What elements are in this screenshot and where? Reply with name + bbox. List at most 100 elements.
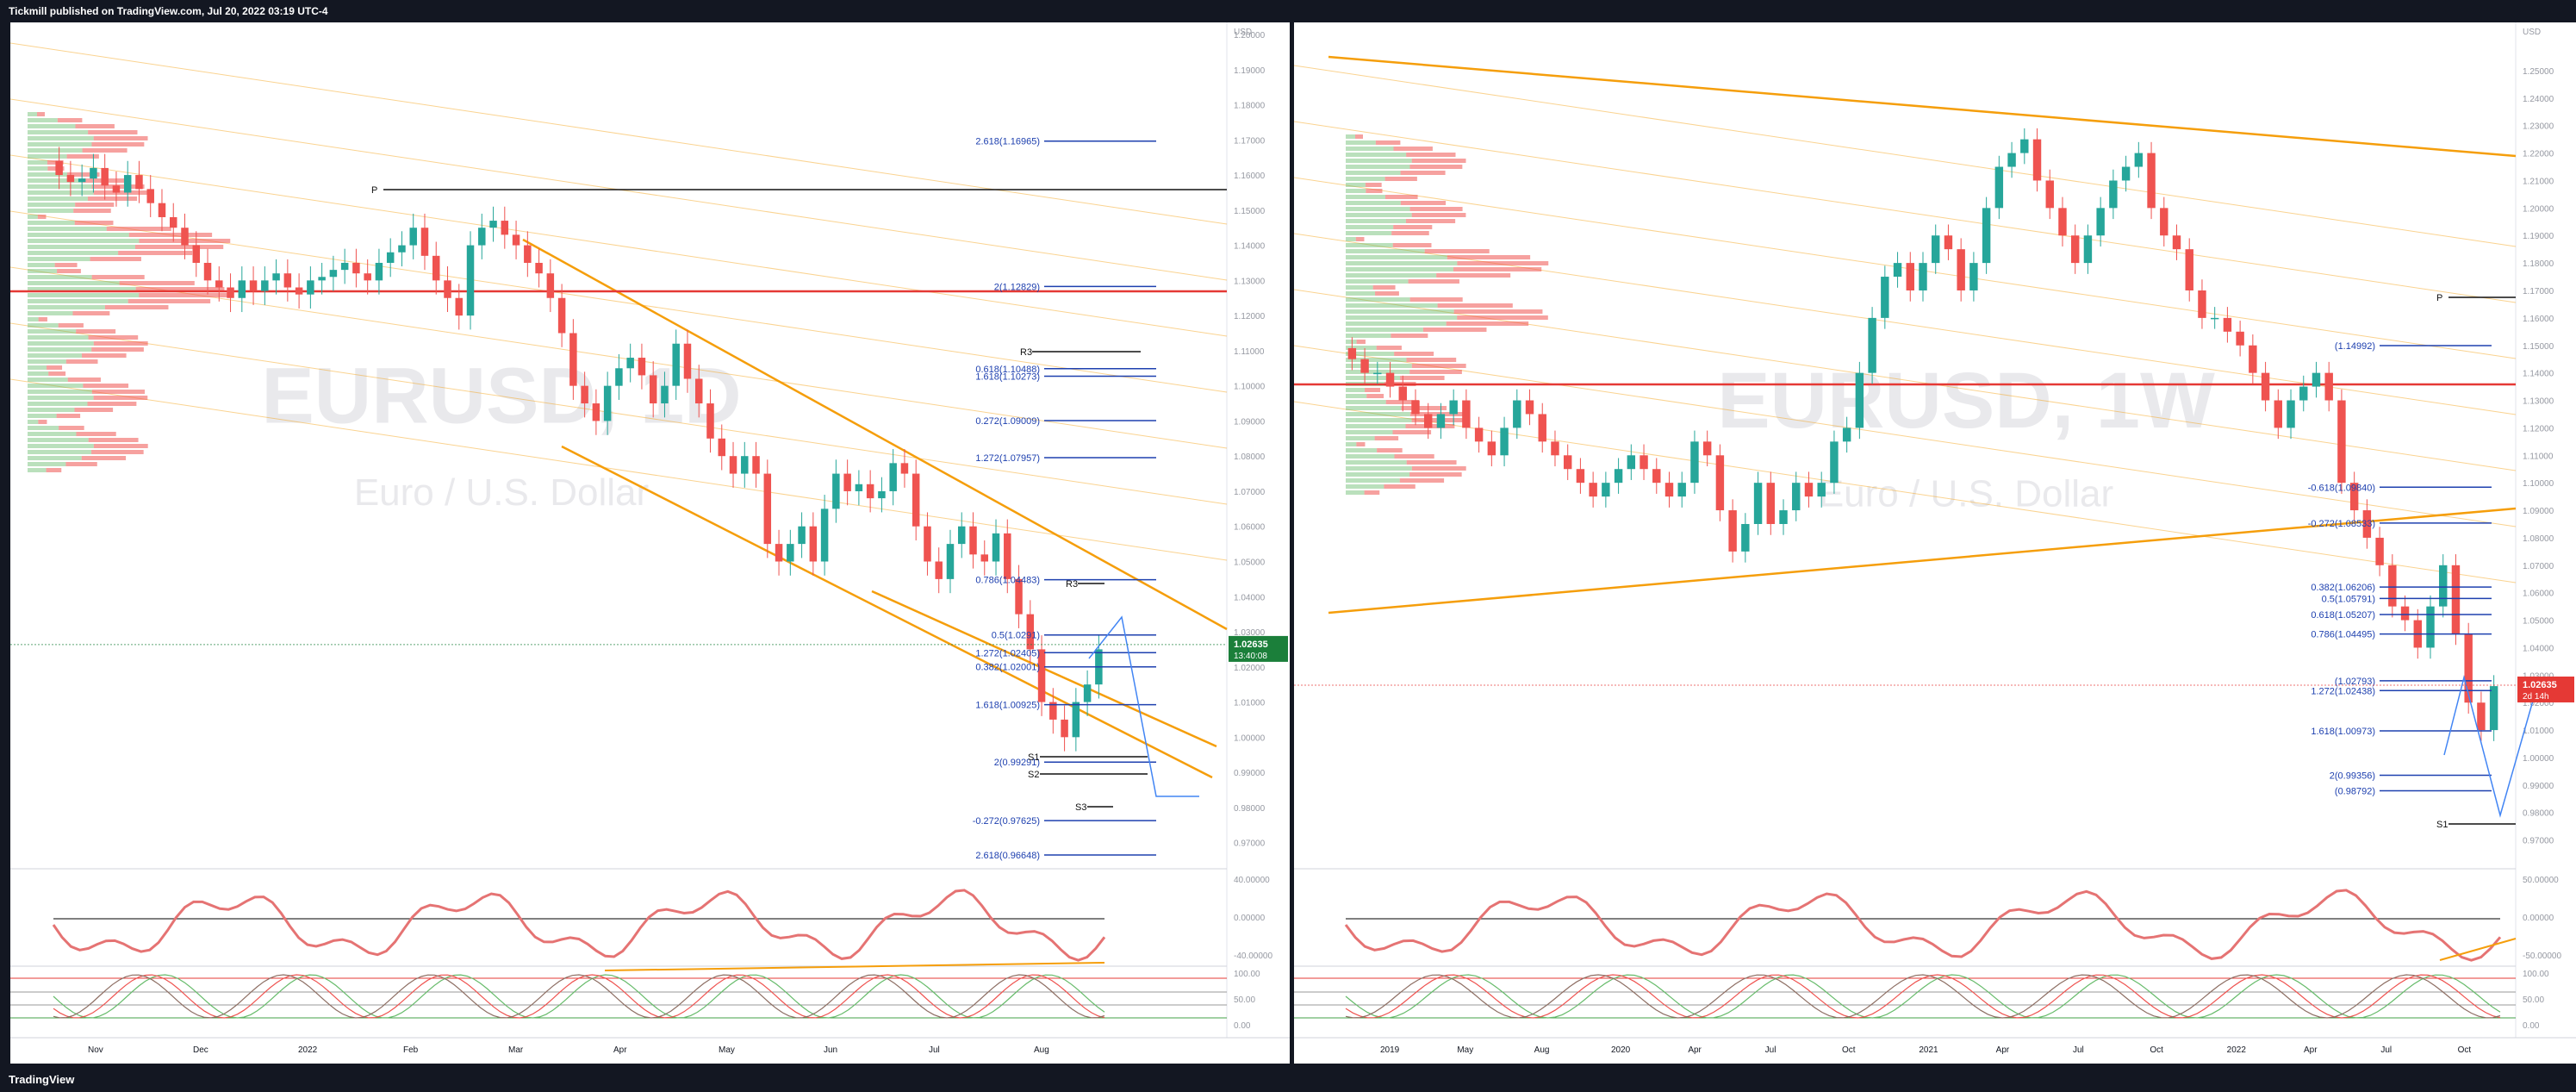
candle-body — [638, 358, 646, 376]
candle-body — [775, 544, 783, 562]
candle-body — [2185, 249, 2193, 290]
volume-profile-bar — [1346, 165, 1410, 169]
candle-body — [2007, 153, 2016, 167]
volume-profile-bar — [1400, 376, 1445, 380]
x-tick-label: 2020 — [1611, 1045, 1631, 1055]
volume-profile-bar — [28, 215, 38, 219]
candle-body — [706, 403, 714, 439]
volume-profile-bar — [47, 160, 64, 165]
candle-body — [1690, 441, 1699, 484]
volume-profile-bar — [28, 299, 128, 303]
candle-body — [603, 385, 612, 421]
stoch-line — [53, 974, 1105, 1019]
volume-profile-bar — [1346, 484, 1384, 489]
candle-body — [181, 228, 189, 246]
y-tick-label: 1.12000 — [1234, 312, 1266, 321]
volume-profile-bar — [1346, 412, 1410, 416]
volume-profile-bar — [28, 341, 94, 346]
volume-profile-bar — [88, 335, 139, 340]
volume-profile-bar — [28, 371, 49, 376]
volume-profile-bar — [1447, 255, 1531, 259]
oscillator-tick: -50.00000 — [2523, 952, 2561, 961]
candle-body — [809, 526, 818, 562]
volume-profile-bar — [93, 190, 148, 195]
rsi-line — [52, 889, 1106, 962]
volume-profile-bar — [87, 197, 138, 201]
candle-body — [1728, 510, 1737, 552]
last-price-badge — [1229, 635, 1288, 662]
channel-line — [1294, 177, 2517, 359]
x-tick-label: May — [1457, 1045, 1473, 1055]
trendline — [561, 445, 1213, 779]
candle-body — [1741, 523, 1750, 552]
y-tick-label: 1.10000 — [2523, 479, 2554, 489]
y-tick-label: 0.99000 — [2523, 782, 2554, 791]
candle-body — [2236, 331, 2244, 346]
fib-level-label: 0.618(1.10488) — [975, 365, 1040, 375]
volume-profile-bar — [28, 184, 92, 189]
y-tick-label: 1.06000 — [2523, 590, 2554, 599]
volume-profile-bar — [38, 420, 47, 424]
volume-profile-bar — [28, 257, 90, 261]
volume-profile-bar — [1437, 303, 1513, 308]
volume-profile-bar — [1372, 285, 1396, 290]
candle-body — [318, 277, 326, 281]
candle-body — [215, 280, 223, 288]
volume-profile-bar — [28, 450, 92, 454]
candle-body — [1614, 469, 1623, 484]
fib-level-label: 0.382(1.06206) — [2311, 583, 2375, 593]
pivot-label: S1 — [1028, 752, 1039, 763]
volume-profile-bar — [1346, 424, 1406, 428]
candle-body — [227, 287, 234, 298]
volume-profile-bar — [28, 142, 92, 147]
volume-profile-bar — [38, 317, 47, 321]
candle-body — [307, 280, 314, 295]
volume-profile-bar — [37, 215, 47, 219]
candle-body — [203, 262, 212, 281]
x-tick-label: Aug — [1534, 1045, 1550, 1055]
volume-profile-bar — [1392, 430, 1432, 434]
weekly-chart-svg[interactable]: EURUSD, 1W Euro / U.S. Dollar USD 1.25000 1.… — [1294, 22, 2576, 1064]
candle-body — [1602, 483, 1610, 497]
volume-profile-bar — [1346, 430, 1393, 434]
last-price-label: 1.02635 — [2523, 680, 2557, 690]
x-tick-label: Mar — [508, 1045, 524, 1055]
volume-profile-bar — [28, 359, 66, 364]
candle-body — [2274, 400, 2283, 428]
candle-body — [2362, 510, 2372, 538]
candle-body — [1652, 469, 1661, 484]
chart-panel-daily[interactable]: EURUSD, 1D Euro / U.S. Dollar USD 1.20000 1.… — [10, 22, 1290, 1064]
candle-body — [2299, 386, 2308, 401]
candle-body — [169, 216, 177, 228]
volume-profile-bar — [91, 450, 144, 454]
x-tick-label: Apr — [613, 1045, 627, 1055]
candle-body — [992, 533, 1000, 562]
volume-profile-bar — [1346, 364, 1412, 368]
candle-body — [2083, 235, 2093, 264]
countdown-label: 13:40:08 — [1234, 652, 1267, 661]
volume-profile-bar — [28, 287, 136, 291]
candle-body — [1893, 263, 1902, 278]
stoch-tick: 50.00 — [1234, 995, 1255, 1005]
volume-profile-bar — [82, 148, 128, 153]
volume-profile-bar — [28, 438, 89, 442]
candle-body — [2324, 372, 2333, 401]
candle-body — [1049, 702, 1057, 720]
volume-profile-bar — [65, 462, 97, 466]
x-tick-label: 2022 — [298, 1045, 318, 1055]
volume-profile-bar — [65, 359, 98, 364]
volume-profile-bar — [28, 444, 94, 448]
volume-profile-bar — [1411, 364, 1466, 368]
candle-body — [1513, 400, 1521, 428]
candle-body — [2287, 400, 2295, 428]
volume-profile-bar — [28, 335, 89, 340]
y-tick-label: 1.25000 — [2523, 67, 2554, 77]
volume-profile-bar — [1346, 394, 1367, 398]
candle-body — [718, 438, 726, 457]
volume-profile-bar — [28, 130, 89, 134]
currency-label: USD — [2523, 28, 2541, 37]
y-tick-label: 1.24000 — [2523, 95, 2554, 104]
stoch-tick: 0.00 — [2523, 1021, 2540, 1031]
chart-panel-weekly[interactable]: EURUSD, 1W Euro / U.S. Dollar USD 1.25000 1.… — [1294, 22, 2576, 1064]
